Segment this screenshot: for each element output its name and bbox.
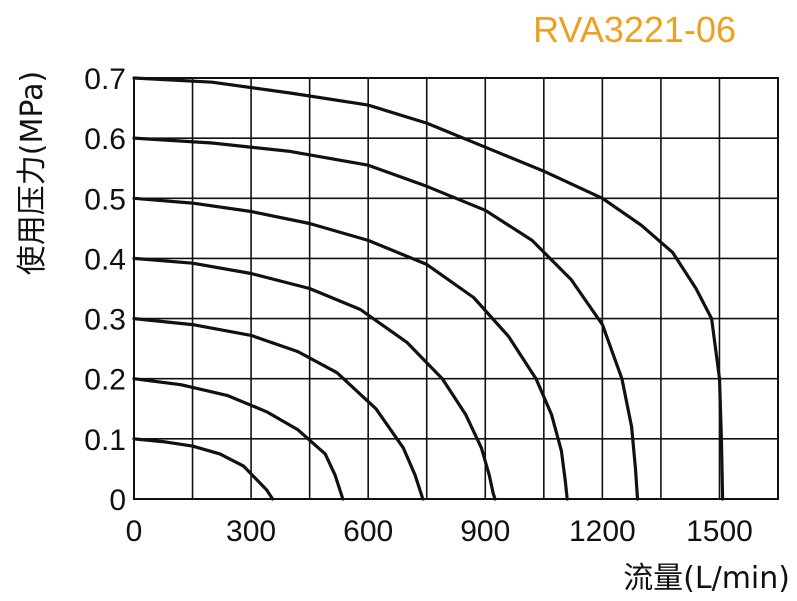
x-tick-labels: 0 300 600 900 1200 1500 [126, 515, 753, 548]
x-tick-label: 300 [226, 515, 276, 548]
flow-curve-5 [132, 196, 569, 501]
y-tick-label: 0 [109, 484, 126, 517]
flow-curve-7 [132, 76, 725, 501]
y-axis-label: 使用压力(MPa) [15, 71, 50, 275]
y-tick-label: 0.7 [84, 63, 126, 96]
x-tick-label: 1200 [569, 515, 636, 548]
flow-curve-1 [132, 437, 275, 501]
x-tick-label: 900 [460, 515, 510, 548]
flow-curve-6 [132, 136, 640, 501]
grid [134, 78, 778, 499]
y-tick-labels: 0 0.1 0.2 0.3 0.4 0.5 0.6 0.7 [84, 63, 126, 517]
y-tick-label: 0.4 [84, 243, 126, 276]
flow-curve-2 [132, 377, 345, 501]
x-tick-label: 0 [126, 515, 143, 548]
y-tick-label: 0.2 [84, 364, 126, 397]
y-tick-label: 0.5 [84, 183, 126, 216]
curves [132, 76, 725, 501]
y-tick-label: 0.3 [84, 304, 126, 337]
y-tick-label: 0.6 [84, 123, 126, 156]
plot-frame [133, 77, 779, 500]
x-tick-label: 600 [343, 515, 393, 548]
x-axis-label: 流量(L/min) [623, 561, 790, 596]
x-tick-label: 1500 [686, 515, 753, 548]
chart-title: RVA3221-06 [533, 9, 736, 50]
y-tick-label: 0.1 [84, 424, 126, 457]
flow-curve-3 [132, 317, 425, 501]
flow-curve-4 [132, 256, 497, 501]
